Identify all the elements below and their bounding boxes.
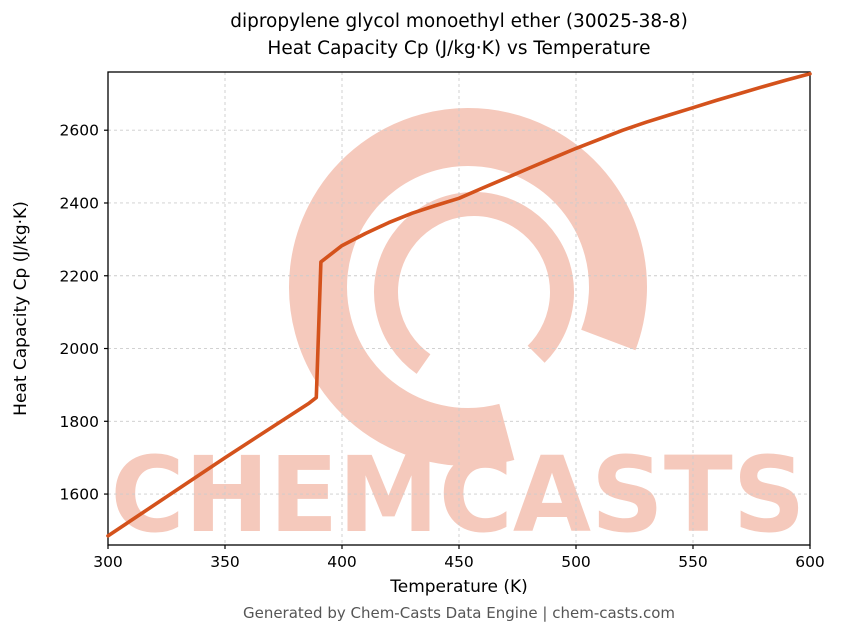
watermark-logo-outer-ring	[289, 108, 647, 466]
x-tick-label: 450	[444, 553, 474, 571]
y-tick-label: 2600	[60, 122, 99, 140]
y-tick-label: 2400	[60, 194, 99, 212]
x-tick-label: 400	[327, 553, 357, 571]
x-axis-label: Temperature (K)	[389, 577, 528, 597]
watermark-logo-inner-ring	[374, 192, 574, 392]
y-tick-label: 1600	[60, 486, 99, 504]
chart-title-block: dipropylene glycol monoethyl ether (3002…	[108, 8, 810, 62]
x-tick-label: 350	[210, 553, 240, 571]
x-tick-label: 300	[93, 553, 123, 571]
watermark-text: CHEMCASTS	[111, 434, 806, 556]
footer-caption: Generated by Chem-Casts Data Engine | ch…	[242, 604, 676, 622]
heat-capacity-line	[106, 72, 812, 538]
x-tick-label: 600	[795, 553, 825, 571]
x-tick-label: 500	[561, 553, 591, 571]
chart-subtitle: Heat Capacity Cp (J/kg·K) vs Temperature	[267, 38, 651, 59]
x-tick-label: 550	[678, 553, 708, 571]
y-tick-label: 2000	[60, 340, 99, 358]
y-axis-label: Heat Capacity Cp (J/kg·K)	[11, 201, 31, 416]
chart-title: dipropylene glycol monoethyl ether (3002…	[230, 11, 688, 32]
y-tick-label: 2200	[60, 267, 99, 285]
y-tick-label: 1800	[60, 413, 99, 431]
